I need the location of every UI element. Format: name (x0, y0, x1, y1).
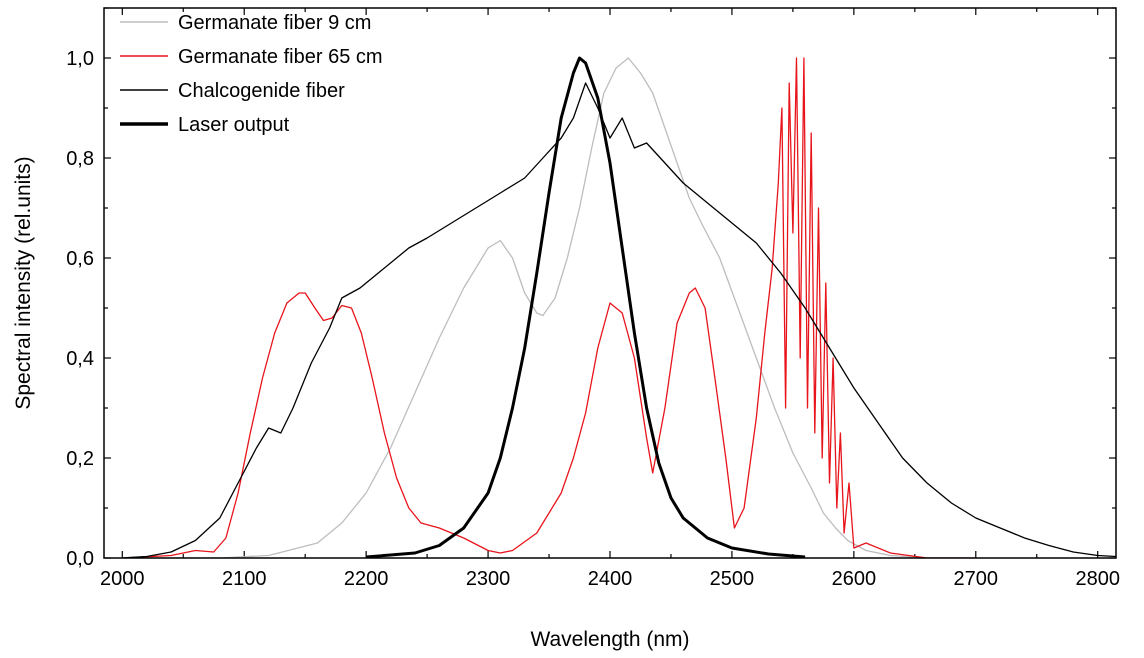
series-line-3 (365, 56, 806, 558)
x-tick-label: 2200 (344, 568, 389, 590)
x-tick-label: 2300 (466, 568, 511, 590)
x-tick-label: 2800 (1075, 568, 1120, 590)
series-line-2 (122, 82, 1116, 558)
series-line-0 (122, 57, 976, 558)
y-tick-label: 0,2 (66, 448, 94, 470)
legend-label: Chalcogenide fiber (178, 80, 345, 102)
y-tick-label: 1,0 (66, 48, 94, 70)
series-line-1 (122, 57, 976, 558)
y-tick-label: 0,8 (66, 148, 94, 170)
x-tick-label: 2100 (222, 568, 267, 590)
y-axis-title: Spectral intensity (rel.units) (12, 156, 35, 409)
plot-series (122, 56, 1116, 558)
x-tick-label: 2000 (100, 568, 145, 590)
legend-label: Germanate fiber 65 cm (178, 46, 383, 68)
legend-label: Germanate fiber 9 cm (178, 12, 371, 34)
plot-frame (103, 7, 1117, 559)
x-axis-title: Wavelength (nm) (530, 628, 689, 651)
legend-label: Laser output (178, 114, 290, 136)
y-tick-label: 0,0 (66, 548, 94, 570)
x-tick-label: 2600 (832, 568, 877, 590)
x-tick-label: 2700 (954, 568, 999, 590)
x-tick-label: 2500 (710, 568, 755, 590)
legend: Germanate fiber 9 cm Germanate fiber 65 c… (120, 12, 383, 136)
tick-labels: 2000 2100 2200 2300 2400 2500 2600 2700 2800 0,0 0… (66, 48, 1120, 590)
y-tick-label: 0,4 (66, 348, 94, 370)
y-tick-label: 0,6 (66, 248, 94, 270)
x-tick-label: 2400 (588, 568, 633, 590)
